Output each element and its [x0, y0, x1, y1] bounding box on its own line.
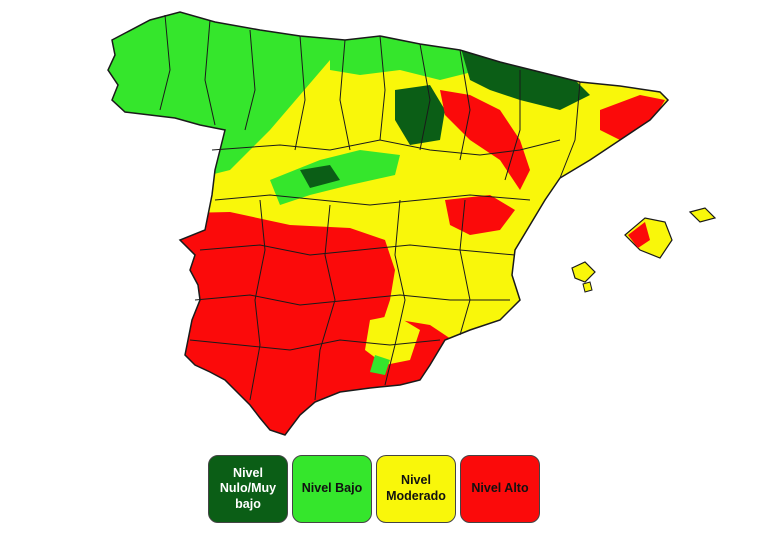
menorca: [688, 207, 717, 223]
ibiza: [571, 261, 596, 283]
formentera: [582, 281, 593, 293]
legend-moderado: Nivel Moderado: [376, 455, 456, 523]
legend-label: Nivel Alto: [471, 481, 529, 496]
legend-bajo: Nivel Bajo: [292, 455, 372, 523]
legend-label: Nivel Bajo: [301, 481, 363, 496]
balearic-islands: [571, 207, 717, 293]
legend: Nivel Nulo/Muy bajo Nivel Bajo Nivel Mod…: [208, 455, 540, 523]
legend-alto: Nivel Alto: [460, 455, 540, 523]
spain-risk-map: [107, 11, 717, 436]
province-borders: [159, 14, 581, 401]
very-low-zone-iberian: [395, 85, 445, 145]
legend-label: Nivel Moderado: [386, 473, 446, 503]
high-zone-catalonia: [600, 95, 665, 140]
high-zone-ebro: [440, 90, 530, 190]
low-zone-southeast: [370, 355, 390, 375]
very-low-zone-pyrenees: [460, 45, 590, 110]
legend-nulo-muy-bajo: Nivel Nulo/Muy bajo: [208, 455, 288, 523]
very-low-zone-central: [300, 165, 340, 188]
moderate-zone-southeast: [365, 315, 420, 365]
country-outline: [107, 11, 670, 436]
mallorca-high-zone: [628, 222, 650, 248]
legend-label: Nivel Nulo/Muy bajo: [219, 465, 277, 511]
